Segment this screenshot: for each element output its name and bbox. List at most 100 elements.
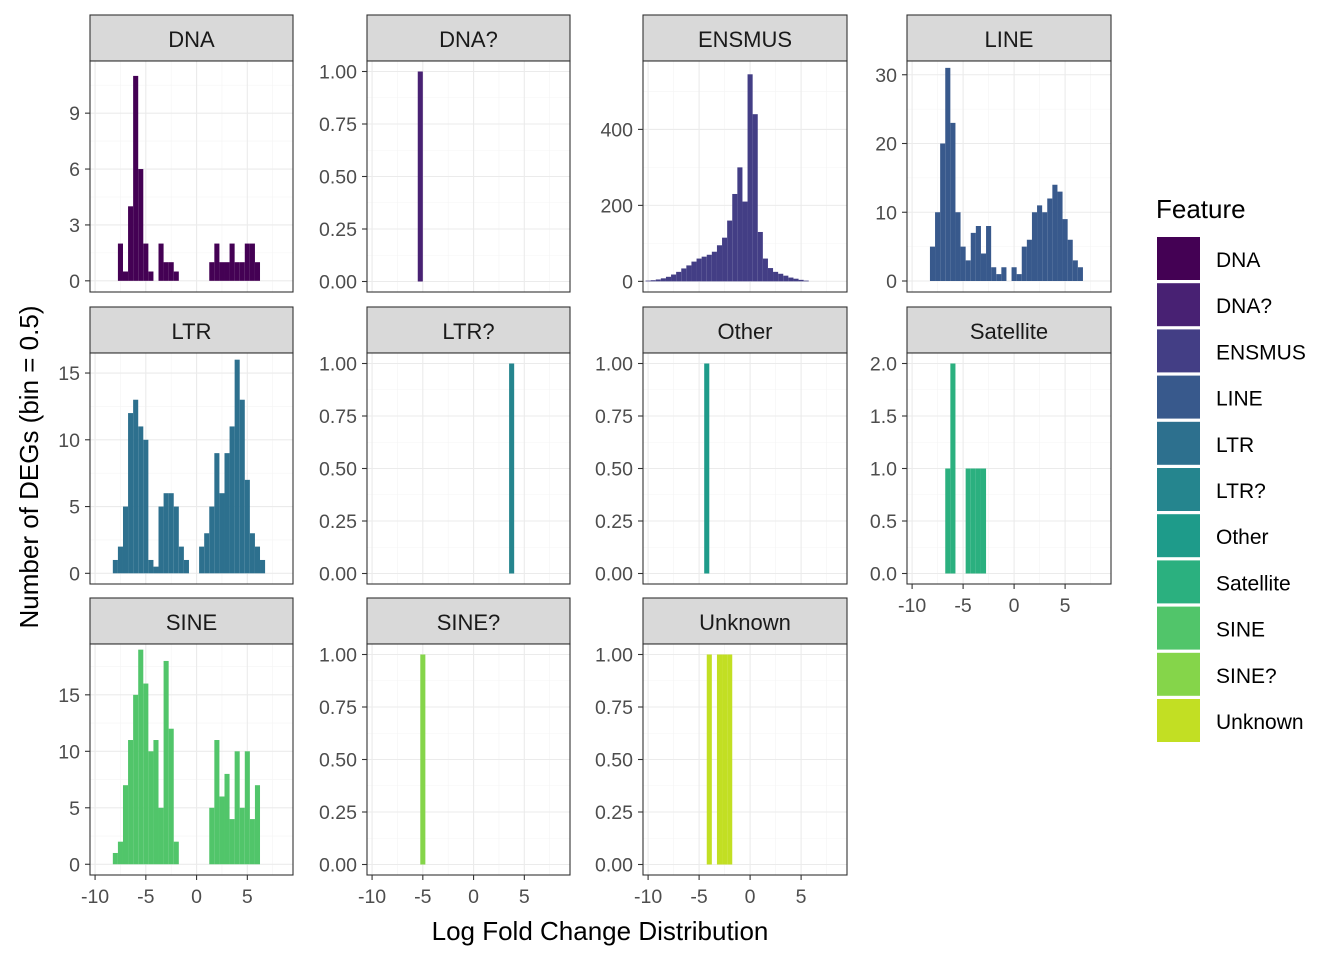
facet-panel-dna-q: DNA? 0.00 0.25 0.50 0.75 1.00: [319, 14, 571, 294]
facet-panel-satellite: Satellite 0.0 0.5 1.0 1.5 2.0 -10 -5 0 5: [870, 306, 1112, 617]
histogram-bar: [1062, 219, 1068, 281]
histogram-bar: [1047, 198, 1053, 281]
y-axis-ltr: 0 5 10 15: [58, 363, 90, 585]
y-tick-label: 0.0: [870, 564, 897, 586]
y-tick-label: 0.50: [319, 167, 357, 189]
histogram-bar: [219, 262, 225, 281]
legend-swatch: [1157, 560, 1200, 604]
histogram-bar: [1042, 212, 1048, 281]
histogram-bar: [173, 506, 179, 574]
facet-strip-label-sine-q: SINE?: [437, 610, 501, 635]
x-tick-label: -5: [954, 595, 971, 617]
histogram-bar: [239, 399, 245, 574]
histogram-bar: [148, 271, 154, 281]
facet-panel-ensmus: ENSMUS 0 200 400: [600, 14, 848, 293]
histogram-bar: [112, 559, 118, 574]
y-axis-other: 0.00 0.25 0.50 0.75 1.00: [595, 354, 643, 586]
facet-strip-dna-q: [366, 14, 571, 62]
gridlines-other: [643, 353, 847, 584]
facet-panel-ltr: LTR 0 5 10 15: [58, 306, 294, 585]
y-tick-label: 1.00: [595, 645, 633, 667]
histogram-bar: [665, 276, 672, 282]
facet-panels: DNA0369DNA?0.000.250.500.751.00ENSMUS020…: [58, 14, 1112, 908]
histogram-bar: [168, 728, 174, 865]
histogram-bar: [996, 274, 1002, 281]
histogram-bar: [133, 75, 139, 281]
facet-strip-dna: [89, 14, 294, 62]
y-tick-label: 30: [875, 65, 897, 87]
histogram-bar: [209, 807, 215, 865]
histogram-bars-sine: [112, 649, 261, 865]
y-tick-label: 0.75: [319, 697, 357, 719]
histogram-bar: [219, 796, 225, 865]
facet-strip-label-line: LINE: [985, 27, 1034, 52]
plot-area-dna: [90, 61, 293, 292]
histogram-bar: [1037, 205, 1043, 281]
facet-strip-label-dna-q: DNA?: [439, 27, 498, 52]
legend-title: Feature: [1156, 194, 1246, 224]
gridlines-unknown: [643, 644, 847, 875]
x-axis-satellite: -10 -5 0 5: [898, 584, 1071, 617]
legend-swatch: [1157, 606, 1200, 650]
panel-border-ltr: [89, 352, 294, 585]
y-tick-label: 1.5: [870, 406, 897, 428]
x-axis-sine: -10 -5 0 5: [81, 875, 253, 908]
legend-swatch: [1157, 283, 1200, 327]
histogram-bar: [420, 654, 426, 865]
histogram-bar: [650, 280, 656, 282]
y-tick-label: 15: [58, 685, 80, 707]
panel-border-sine: [89, 643, 294, 876]
facet-strip-label-ltr: LTR: [172, 319, 212, 344]
histogram-bar: [757, 231, 763, 282]
histogram-bar: [960, 246, 966, 281]
histogram-bar: [122, 785, 129, 865]
legend-swatch: [1157, 329, 1200, 373]
y-tick-label: 0.75: [319, 406, 357, 428]
histogram-bar: [965, 468, 971, 574]
histogram-bar: [224, 453, 230, 574]
histogram-bar: [793, 278, 799, 282]
y-tick-label: 9: [69, 103, 80, 125]
histogram-bar: [117, 243, 123, 281]
y-tick-label: 10: [58, 430, 80, 452]
histogram-bar: [955, 212, 961, 281]
histogram-bar: [935, 212, 941, 281]
y-tick-label: 1.00: [319, 354, 357, 376]
histogram-bar: [214, 453, 220, 574]
y-tick-label: 0.00: [319, 272, 357, 294]
legend-item-other: Other: [1157, 514, 1269, 558]
histogram-bar: [706, 254, 712, 282]
histogram-bar: [732, 193, 738, 282]
histogram-bar: [747, 74, 753, 282]
legend-label: LTR: [1216, 434, 1254, 457]
histogram-bar: [752, 114, 758, 282]
histogram-bar: [676, 271, 682, 282]
histogram-bar: [767, 268, 774, 282]
facet-panel-sine-q: SINE? 0.00 0.25 0.50 0.75 1.00 -10 -5 0 5: [319, 597, 571, 908]
histogram-bar: [945, 468, 951, 574]
histogram-bar: [1072, 260, 1078, 281]
x-tick-label: 5: [519, 886, 530, 908]
histogram-bar: [798, 279, 804, 282]
y-tick-label: 400: [600, 119, 633, 141]
histogram-bar: [696, 258, 702, 282]
legend-label: DNA: [1216, 249, 1260, 272]
x-axis-sine-q: -10 -5 0 5: [358, 875, 530, 908]
histogram-bar: [183, 559, 189, 574]
histogram-bar: [762, 258, 768, 282]
legend-item-sine: SINE: [1157, 606, 1265, 650]
histogram-bar: [737, 167, 743, 282]
histogram-bar: [260, 559, 266, 574]
histogram-bar: [239, 262, 245, 281]
y-tick-label: 0: [69, 271, 80, 293]
histogram-bar: [178, 546, 184, 574]
legend-swatch: [1157, 468, 1200, 511]
facet-panel-other: Other 0.00 0.25 0.50 0.75 1.00: [595, 306, 848, 586]
histogram-bar: [773, 271, 779, 282]
histogram-bar: [950, 363, 956, 574]
y-tick-label: 0.5: [870, 511, 897, 533]
histogram-bar: [655, 279, 661, 282]
histogram-bar: [158, 807, 164, 865]
y-tick-label: 0.00: [595, 564, 633, 586]
facet-panel-sine: SINE 0 5 10 15 -10 -5 0 5: [58, 597, 294, 908]
